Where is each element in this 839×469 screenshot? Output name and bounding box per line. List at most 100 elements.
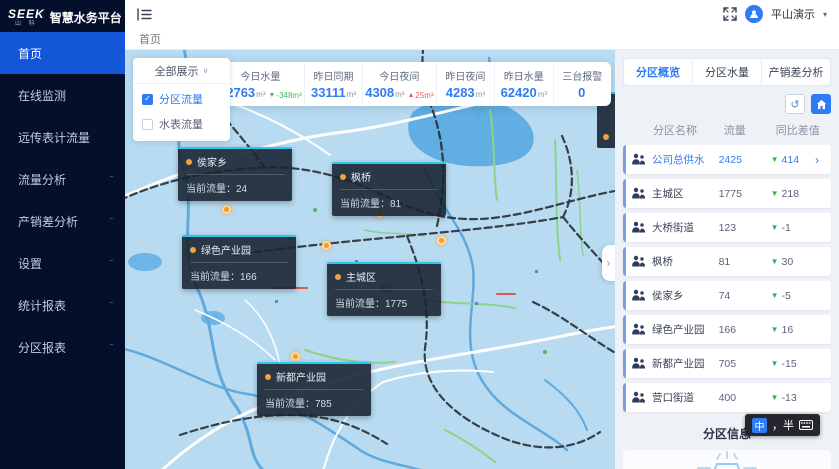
map-marker-icon[interactable]	[322, 241, 331, 250]
chevron-down-icon: ˇ	[110, 301, 113, 309]
chevron-down-icon: ˇ	[110, 217, 113, 225]
map-marker-icon[interactable]	[222, 205, 231, 214]
sidebar-item-2[interactable]: 远传表计流量 ˇ	[0, 116, 125, 158]
row-accent-bar	[623, 349, 626, 378]
map-zone-tooltip[interactable]: 新都产业园 当前流量：785	[257, 362, 371, 416]
sidebar-item-label: 分区报表	[18, 340, 67, 355]
zone-name: 侯家乡	[197, 158, 227, 169]
flow-cell: 166	[718, 323, 737, 336]
delta-value: 25m³	[415, 91, 434, 100]
zone-name: 新都产业园	[276, 373, 326, 384]
zone-icon	[631, 220, 647, 236]
stat-item: 昨日水量 62420 m³	[495, 62, 554, 106]
zone-name-cell: 绿色产业园	[652, 324, 705, 336]
sidebar-item-label: 统计报表	[18, 298, 67, 313]
zone-name-cell: 新都产业园	[652, 358, 705, 370]
zone-panel: 分区概览 分区水量 产销差分析 ↺ 分区名称 流量 同比差值 公司总供水 2425 …	[615, 50, 839, 469]
sidebar-item-1[interactable]: 在线监测 ˇ	[0, 74, 125, 116]
row-accent-bar	[623, 213, 626, 242]
filter-option-label: 分区流量	[159, 94, 203, 106]
diff-value: 218	[781, 187, 800, 200]
checkbox-icon[interactable]: ✓	[142, 93, 153, 105]
tab-2[interactable]: 产销差分析	[761, 59, 830, 85]
sidebar-item-5[interactable]: 设置 ˇ	[0, 242, 125, 284]
sidebar-item-4[interactable]: 产销差分析 ˇ	[0, 200, 125, 242]
platform-title: 智慧水务平台	[49, 10, 122, 25]
map-zone-tooltip[interactable]: 侯家乡 当前流量：24	[178, 147, 292, 201]
water-stats-card: 今日水量 32763 m³ ▼ -348m³ 昨日同期 33111 m³ 今日夜间…	[217, 62, 611, 106]
logo-subtext: 山 科	[15, 20, 38, 27]
diff-down-arrow-icon: ▼	[770, 291, 779, 300]
marker-dot-icon	[186, 158, 192, 165]
table-row[interactable]: 主城区 1775 ▼218 ›	[623, 179, 831, 208]
diff-value: 16	[781, 323, 794, 336]
map-canvas[interactable]: 侯家乡 当前流量：24 枫桥 当前流量：81 绿色产业园 当前流量：166 主城…	[125, 50, 615, 469]
table-row[interactable]: 大桥街道 123 ▼-1 ›	[623, 213, 831, 242]
stat-unit: m³	[537, 90, 548, 99]
table-row[interactable]: 新都产业园 705 ▼-15 ›	[623, 349, 831, 378]
map-marker-icon[interactable]	[291, 352, 300, 361]
zone-name-cell: 侯家乡	[652, 290, 684, 302]
sidebar-item-7[interactable]: 分区报表 ˇ	[0, 326, 125, 368]
tab-1[interactable]: 分区水量	[692, 59, 761, 85]
fullscreen-icon[interactable]	[723, 7, 737, 21]
panel-tab-label: 分区概览	[636, 67, 680, 79]
diff-value: -15	[781, 357, 797, 370]
row-accent-bar	[623, 281, 626, 310]
map-zone-tooltip[interactable]: 枫桥 当前流量：81	[332, 162, 446, 216]
ime-toolbar[interactable]: 中 ，半	[745, 414, 820, 436]
flow-cell: 81	[718, 255, 731, 268]
sidebar-item-0[interactable]: 首页 ˇ	[0, 32, 125, 74]
panel-actions: ↺	[623, 94, 831, 114]
sidebar-nav: 首页 ˇ 在线监测 ˇ 远传表计流量 ˇ 流量分析 ˇ 产销差分析 ˇ 设置 ˇ…	[0, 32, 125, 368]
table-row[interactable]: 枫桥 81 ▼30 ›	[623, 247, 831, 276]
zone-info-title: 分区信息	[702, 427, 751, 441]
ime-language-icon[interactable]: 中	[752, 417, 767, 433]
table-header-cell: 分区名称	[653, 125, 697, 137]
panel-expander[interactable]: ›	[602, 245, 615, 281]
filter-option[interactable]: 水表流量	[142, 116, 221, 132]
tab-0[interactable]: 分区概览	[624, 59, 692, 85]
marker-dot-icon	[603, 134, 609, 140]
map-marker-icon[interactable]	[437, 236, 446, 245]
table-row[interactable]: 绿色产业园 166 ▼16 ›	[623, 315, 831, 344]
filter-dropdown[interactable]: 全部展示 ∨	[133, 58, 230, 84]
map-zone-tooltip[interactable]: 主城区 当前流量：1775	[327, 262, 441, 316]
breadcrumb[interactable]: 首页	[125, 28, 839, 50]
refresh-button[interactable]: ↺	[785, 94, 805, 114]
stat-value: 4308	[365, 85, 395, 100]
username[interactable]: 平山演示	[770, 9, 815, 21]
zone-name: 主城区	[346, 273, 376, 284]
flow-value: 785	[315, 399, 332, 410]
diff-down-arrow-icon: ▼	[770, 325, 779, 334]
sidebar-item-6[interactable]: 统计报表 ˇ	[0, 284, 125, 326]
zone-icon	[631, 254, 647, 270]
stat-label: 昨日同期	[313, 72, 354, 83]
table-row[interactable]: 营口街道 400 ▼-13 ›	[623, 383, 831, 412]
zone-name: 枫桥	[351, 173, 371, 184]
stat-label: 昨日水量	[503, 72, 544, 83]
filter-dropdown-label: 全部展示	[154, 65, 199, 78]
filter-option[interactable]: ✓ 分区流量	[142, 91, 221, 107]
sidebar-item-3[interactable]: 流量分析 ˇ	[0, 158, 125, 200]
stat-label: 今日水量	[240, 72, 281, 83]
ime-mode-label[interactable]: ，半	[772, 420, 794, 432]
table-header: 分区名称 流量 同比差值	[623, 120, 831, 145]
diff-down-arrow-icon: ▼	[770, 359, 779, 368]
map-zone-tooltip[interactable]: 绿色产业园 当前流量：166	[182, 235, 296, 289]
keyboard-icon[interactable]	[799, 420, 813, 430]
table-row[interactable]: 侯家乡 74 ▼-5 ›	[623, 281, 831, 310]
table-row[interactable]: 公司总供水 2425 ▼ 414 ›	[623, 145, 831, 174]
diff-value: 414	[781, 153, 800, 166]
row-accent-bar	[623, 145, 626, 174]
user-caret-down-icon[interactable]: ▾	[822, 9, 827, 19]
user-avatar[interactable]	[744, 5, 763, 23]
home-button[interactable]	[811, 94, 831, 114]
collapse-sidebar-icon[interactable]	[137, 6, 153, 22]
checkbox-icon[interactable]	[142, 118, 153, 130]
zone-icon	[631, 186, 647, 202]
row-accent-bar	[623, 315, 626, 344]
empty-inbox-icon	[697, 451, 757, 469]
diff-cell: ▼ -15	[771, 358, 815, 370]
stat-value: 62420	[500, 85, 537, 100]
